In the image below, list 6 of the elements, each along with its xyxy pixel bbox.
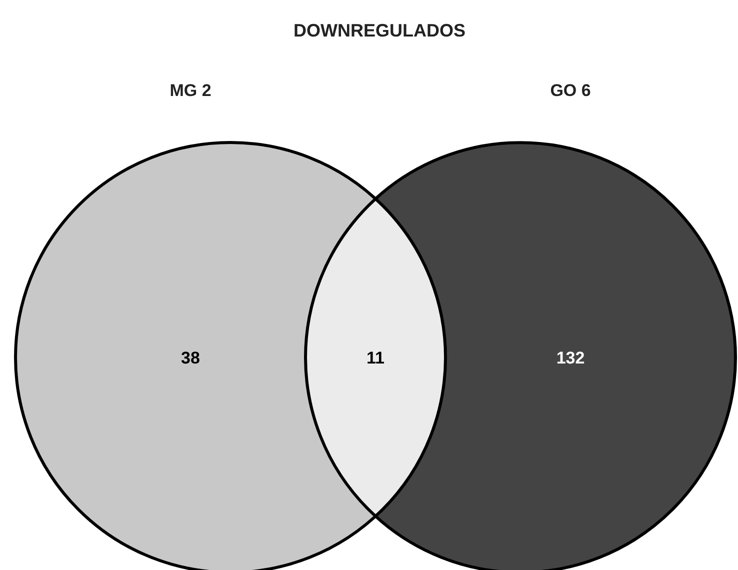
category-label: GO 6	[550, 81, 591, 100]
data-label: 132	[556, 348, 585, 368]
category-label: MG 2	[170, 81, 212, 100]
text: DOWNREGULADOS	[294, 20, 466, 40]
data-label: 38	[181, 348, 200, 368]
data-label: 11	[366, 348, 384, 368]
